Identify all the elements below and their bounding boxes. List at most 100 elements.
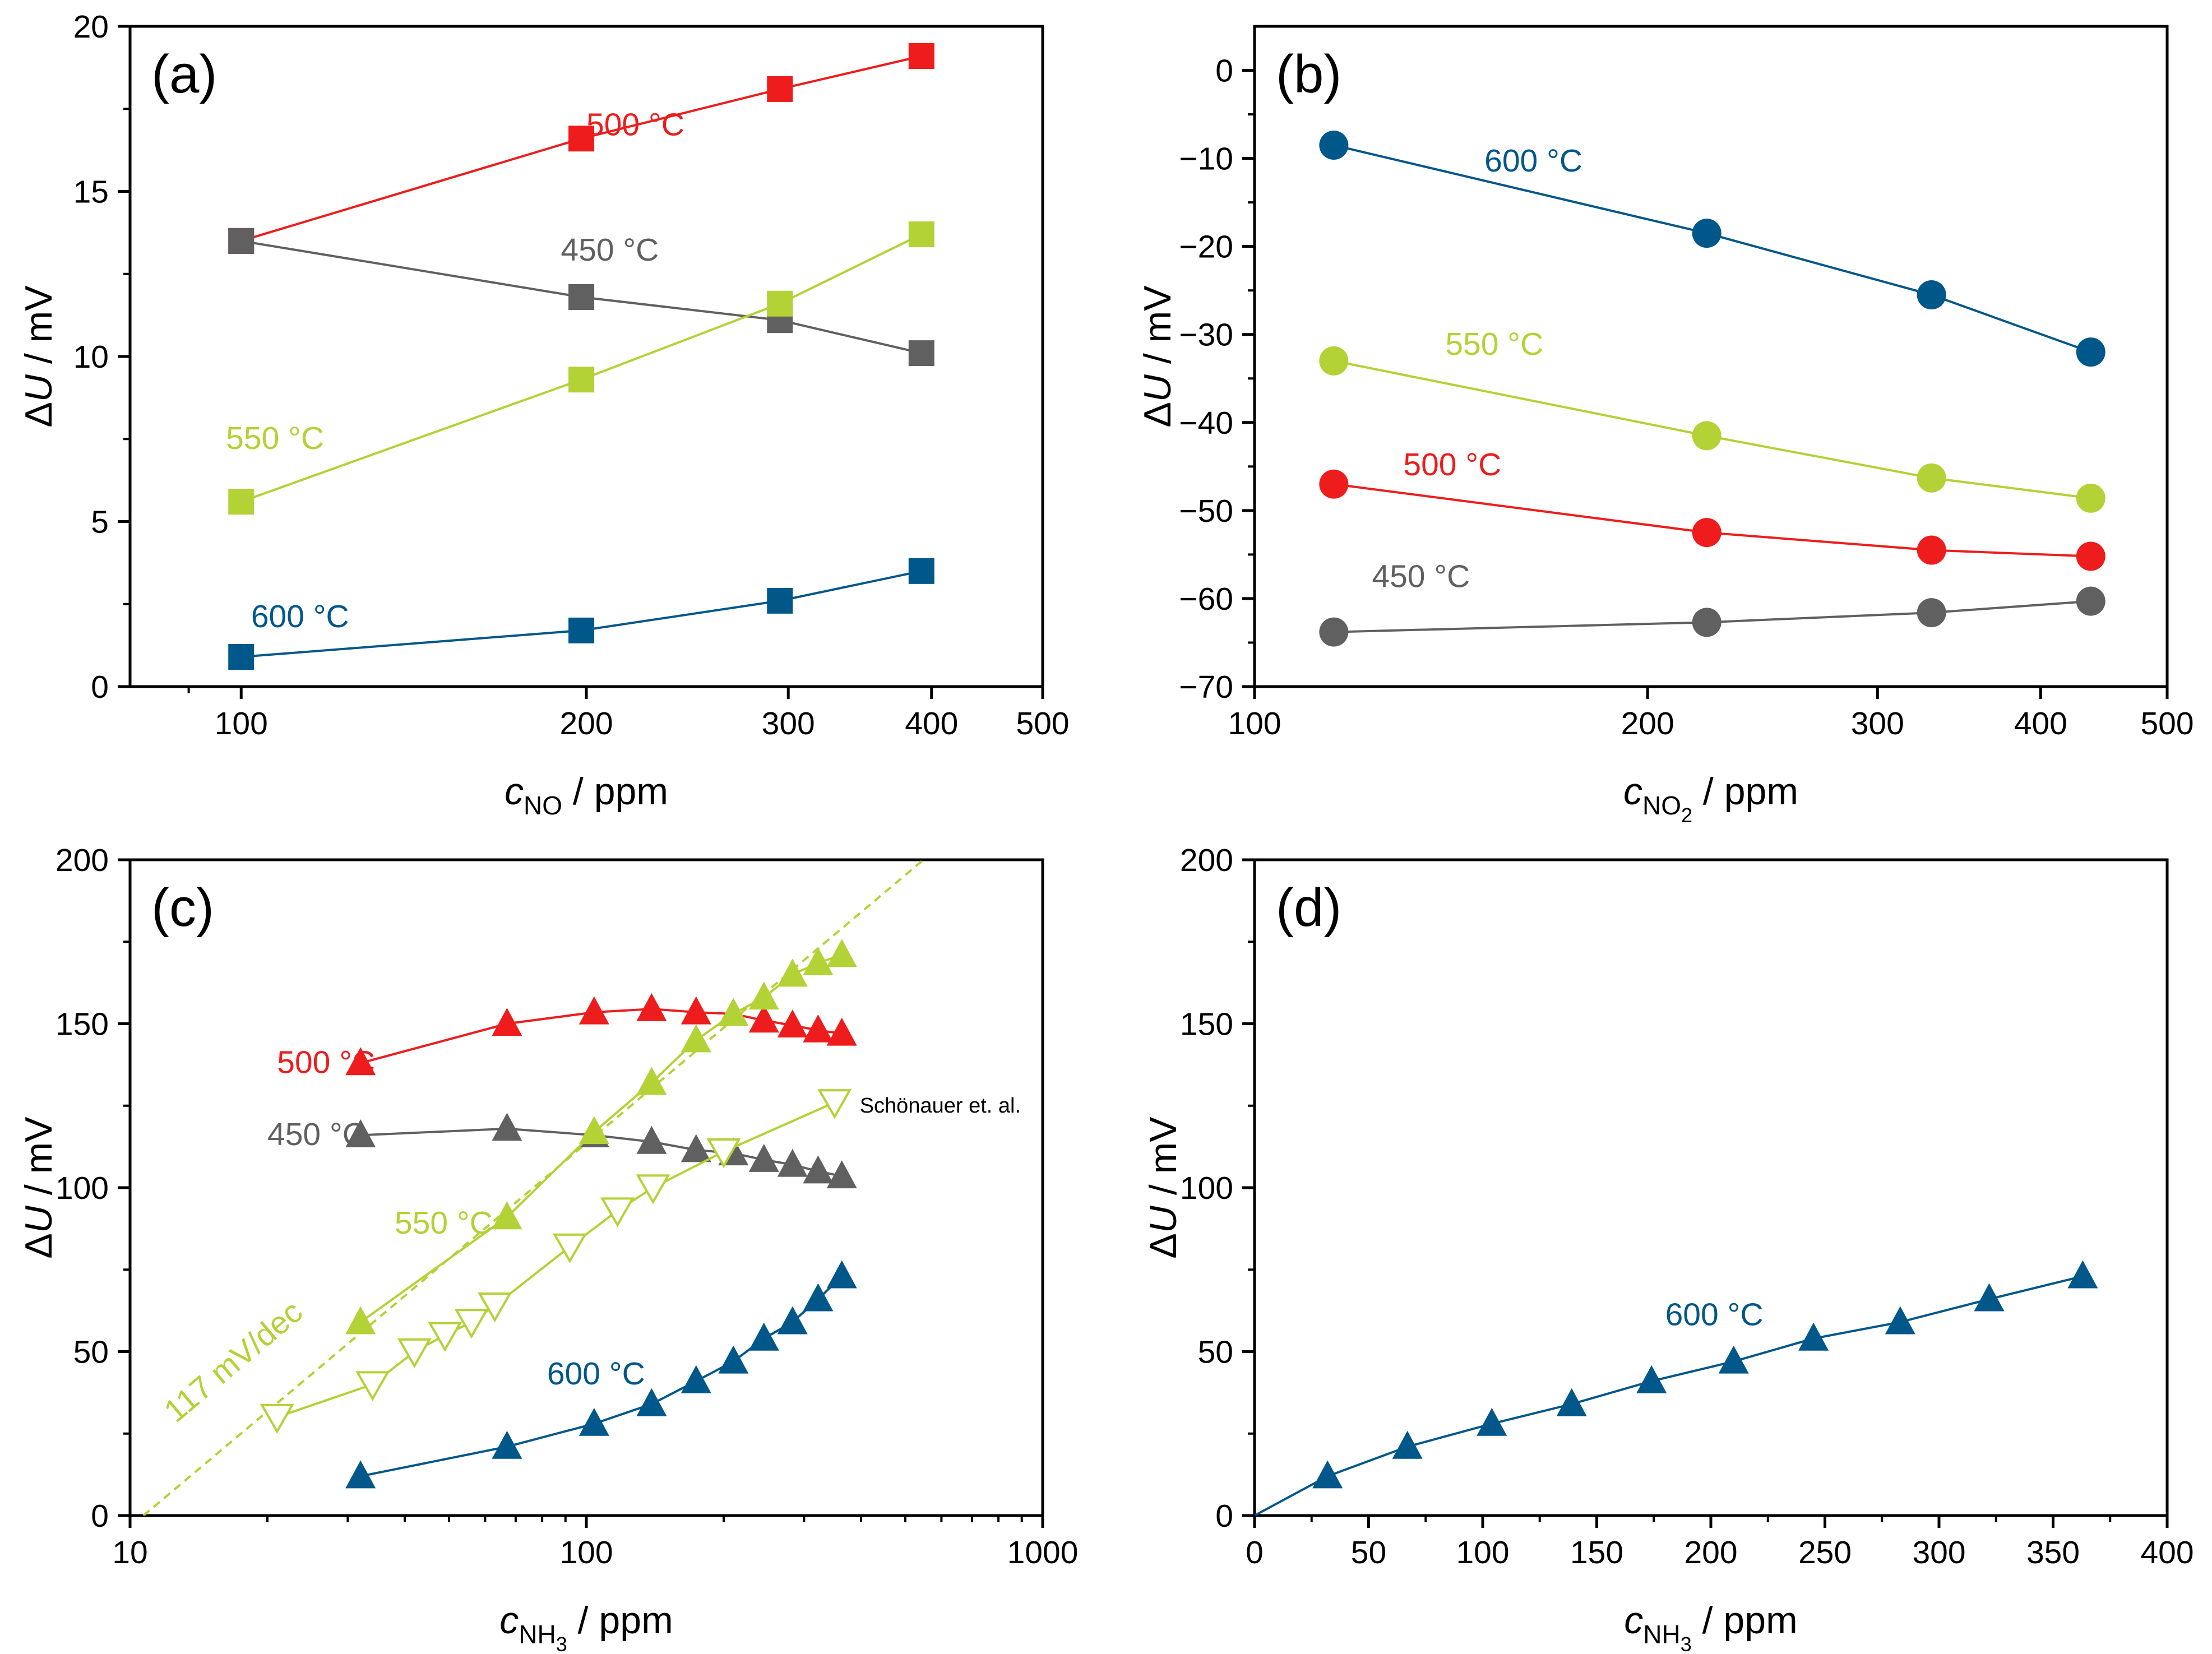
x-tick-label: 0 (1246, 1535, 1264, 1570)
y-axis-label: ΔU / mV (1136, 285, 1179, 428)
data-point (345, 1306, 376, 1335)
data-point (1798, 1322, 1829, 1351)
panel-d: 0 50 100 150 200 0 50 100 150 200 250 300 350 400 cNH3… (1142, 842, 2194, 1654)
data-point (1974, 1283, 2005, 1312)
data-point (228, 228, 254, 254)
data-point (826, 939, 857, 967)
data-point (1885, 1306, 1915, 1335)
data-point (345, 1460, 376, 1489)
data-point (568, 617, 595, 643)
data-point (748, 1143, 779, 1172)
x-axis-label: cNO2 / ppm (1623, 770, 1798, 827)
y-tick-label: 100 (1180, 1170, 1233, 1206)
data-point (478, 1292, 512, 1323)
data-point (1692, 421, 1722, 451)
y-axis-label: ΔU / mV (17, 1116, 60, 1259)
y-tick-label: 150 (1180, 1007, 1233, 1043)
data-point (908, 340, 934, 367)
series-line (1333, 144, 2091, 354)
data-point (636, 1067, 667, 1095)
y-tick-label: 50 (73, 1335, 109, 1370)
data-point (826, 1160, 857, 1189)
data-point (908, 221, 934, 248)
y-tick-label: −30 (1179, 317, 1233, 353)
data-point (454, 1309, 489, 1339)
data-point (553, 1233, 587, 1263)
data-point (568, 367, 595, 393)
x-tick-label: 500 (2140, 706, 2194, 742)
data-point (636, 1388, 667, 1416)
x-tick-label: 400 (2014, 706, 2067, 742)
data-point (826, 1260, 857, 1289)
series-line (240, 55, 922, 242)
series-label: Schönauer et. al. (860, 1094, 1021, 1118)
reference-line (142, 860, 925, 1516)
y-tick-label: −10 (1179, 141, 1233, 177)
data-point (492, 1008, 522, 1036)
data-point (2076, 483, 2105, 513)
data-point (492, 1201, 522, 1230)
data-point (1312, 1460, 1343, 1489)
x-tick-label: 150 (1570, 1535, 1623, 1570)
y-tick-label: 50 (1198, 1335, 1233, 1370)
panel-label: (c) (151, 878, 214, 938)
data-point (1692, 518, 1722, 548)
x-tick-label: 400 (2140, 1535, 2194, 1570)
data-point (706, 1138, 741, 1169)
data-point (636, 1125, 667, 1154)
x-tick-label: 1000 (1007, 1535, 1079, 1570)
data-point (1718, 1345, 1749, 1374)
data-point (1319, 131, 1349, 160)
panel-label: (a) (151, 44, 217, 104)
y-tick-label: −60 (1179, 581, 1233, 617)
series-label: 550 °C (395, 1205, 493, 1241)
series-line (241, 569, 922, 658)
data-point (777, 1306, 808, 1335)
data-point (228, 643, 254, 670)
data-point (718, 1345, 749, 1374)
x-tick-label: 350 (2026, 1535, 2080, 1570)
data-point (1636, 1365, 1667, 1393)
panel-label: (d) (1276, 878, 1341, 938)
x-tick-label: 100 (559, 1535, 613, 1570)
x-tick-label: 250 (1798, 1535, 1852, 1570)
x-tick-label: 500 (1016, 706, 1069, 742)
series-label: 600 °C (1484, 143, 1582, 179)
data-point (492, 1430, 522, 1459)
data-point (1477, 1407, 1507, 1436)
y-tick-label: 150 (55, 1007, 109, 1043)
series-line (1333, 359, 2091, 499)
data-point (345, 1047, 376, 1076)
data-point (826, 1017, 857, 1046)
data-point (579, 1407, 609, 1436)
x-tick-label: 100 (215, 706, 268, 742)
data-point (817, 1089, 852, 1119)
series-line (1334, 483, 2091, 558)
plot-frame (1253, 858, 2169, 1517)
data-point (777, 958, 808, 987)
data-point (1692, 219, 1722, 248)
y-tick-label: 0 (1215, 1498, 1233, 1534)
data-point (1319, 346, 1349, 376)
data-point (636, 1174, 670, 1204)
data-point (681, 1134, 711, 1162)
data-point (1692, 608, 1722, 637)
data-point (681, 996, 711, 1025)
data-point (748, 1322, 779, 1351)
panel-b: −70 −60 −50 −40 −30 −20 −10 0 100 200 300 400 500 cNO… (1136, 25, 2194, 827)
data-point (636, 993, 667, 1021)
data-point (803, 1014, 834, 1043)
data-point (748, 981, 779, 1010)
series-label: 500 °C (586, 106, 684, 142)
data-point (568, 126, 595, 152)
panel-a: 0 5 10 15 20 100 200 300 400 500 cNO / ppm ΔU / mV (… (17, 9, 1070, 820)
y-tick-label: 0 (91, 669, 109, 705)
data-point (777, 1009, 808, 1038)
y-tick-label: 20 (73, 9, 109, 45)
data-point (767, 76, 793, 102)
data-point (600, 1197, 635, 1227)
plot-frame (128, 858, 1044, 1517)
series-line (240, 239, 922, 355)
y-tick-label: 0 (1215, 53, 1233, 89)
data-point (777, 1148, 808, 1177)
